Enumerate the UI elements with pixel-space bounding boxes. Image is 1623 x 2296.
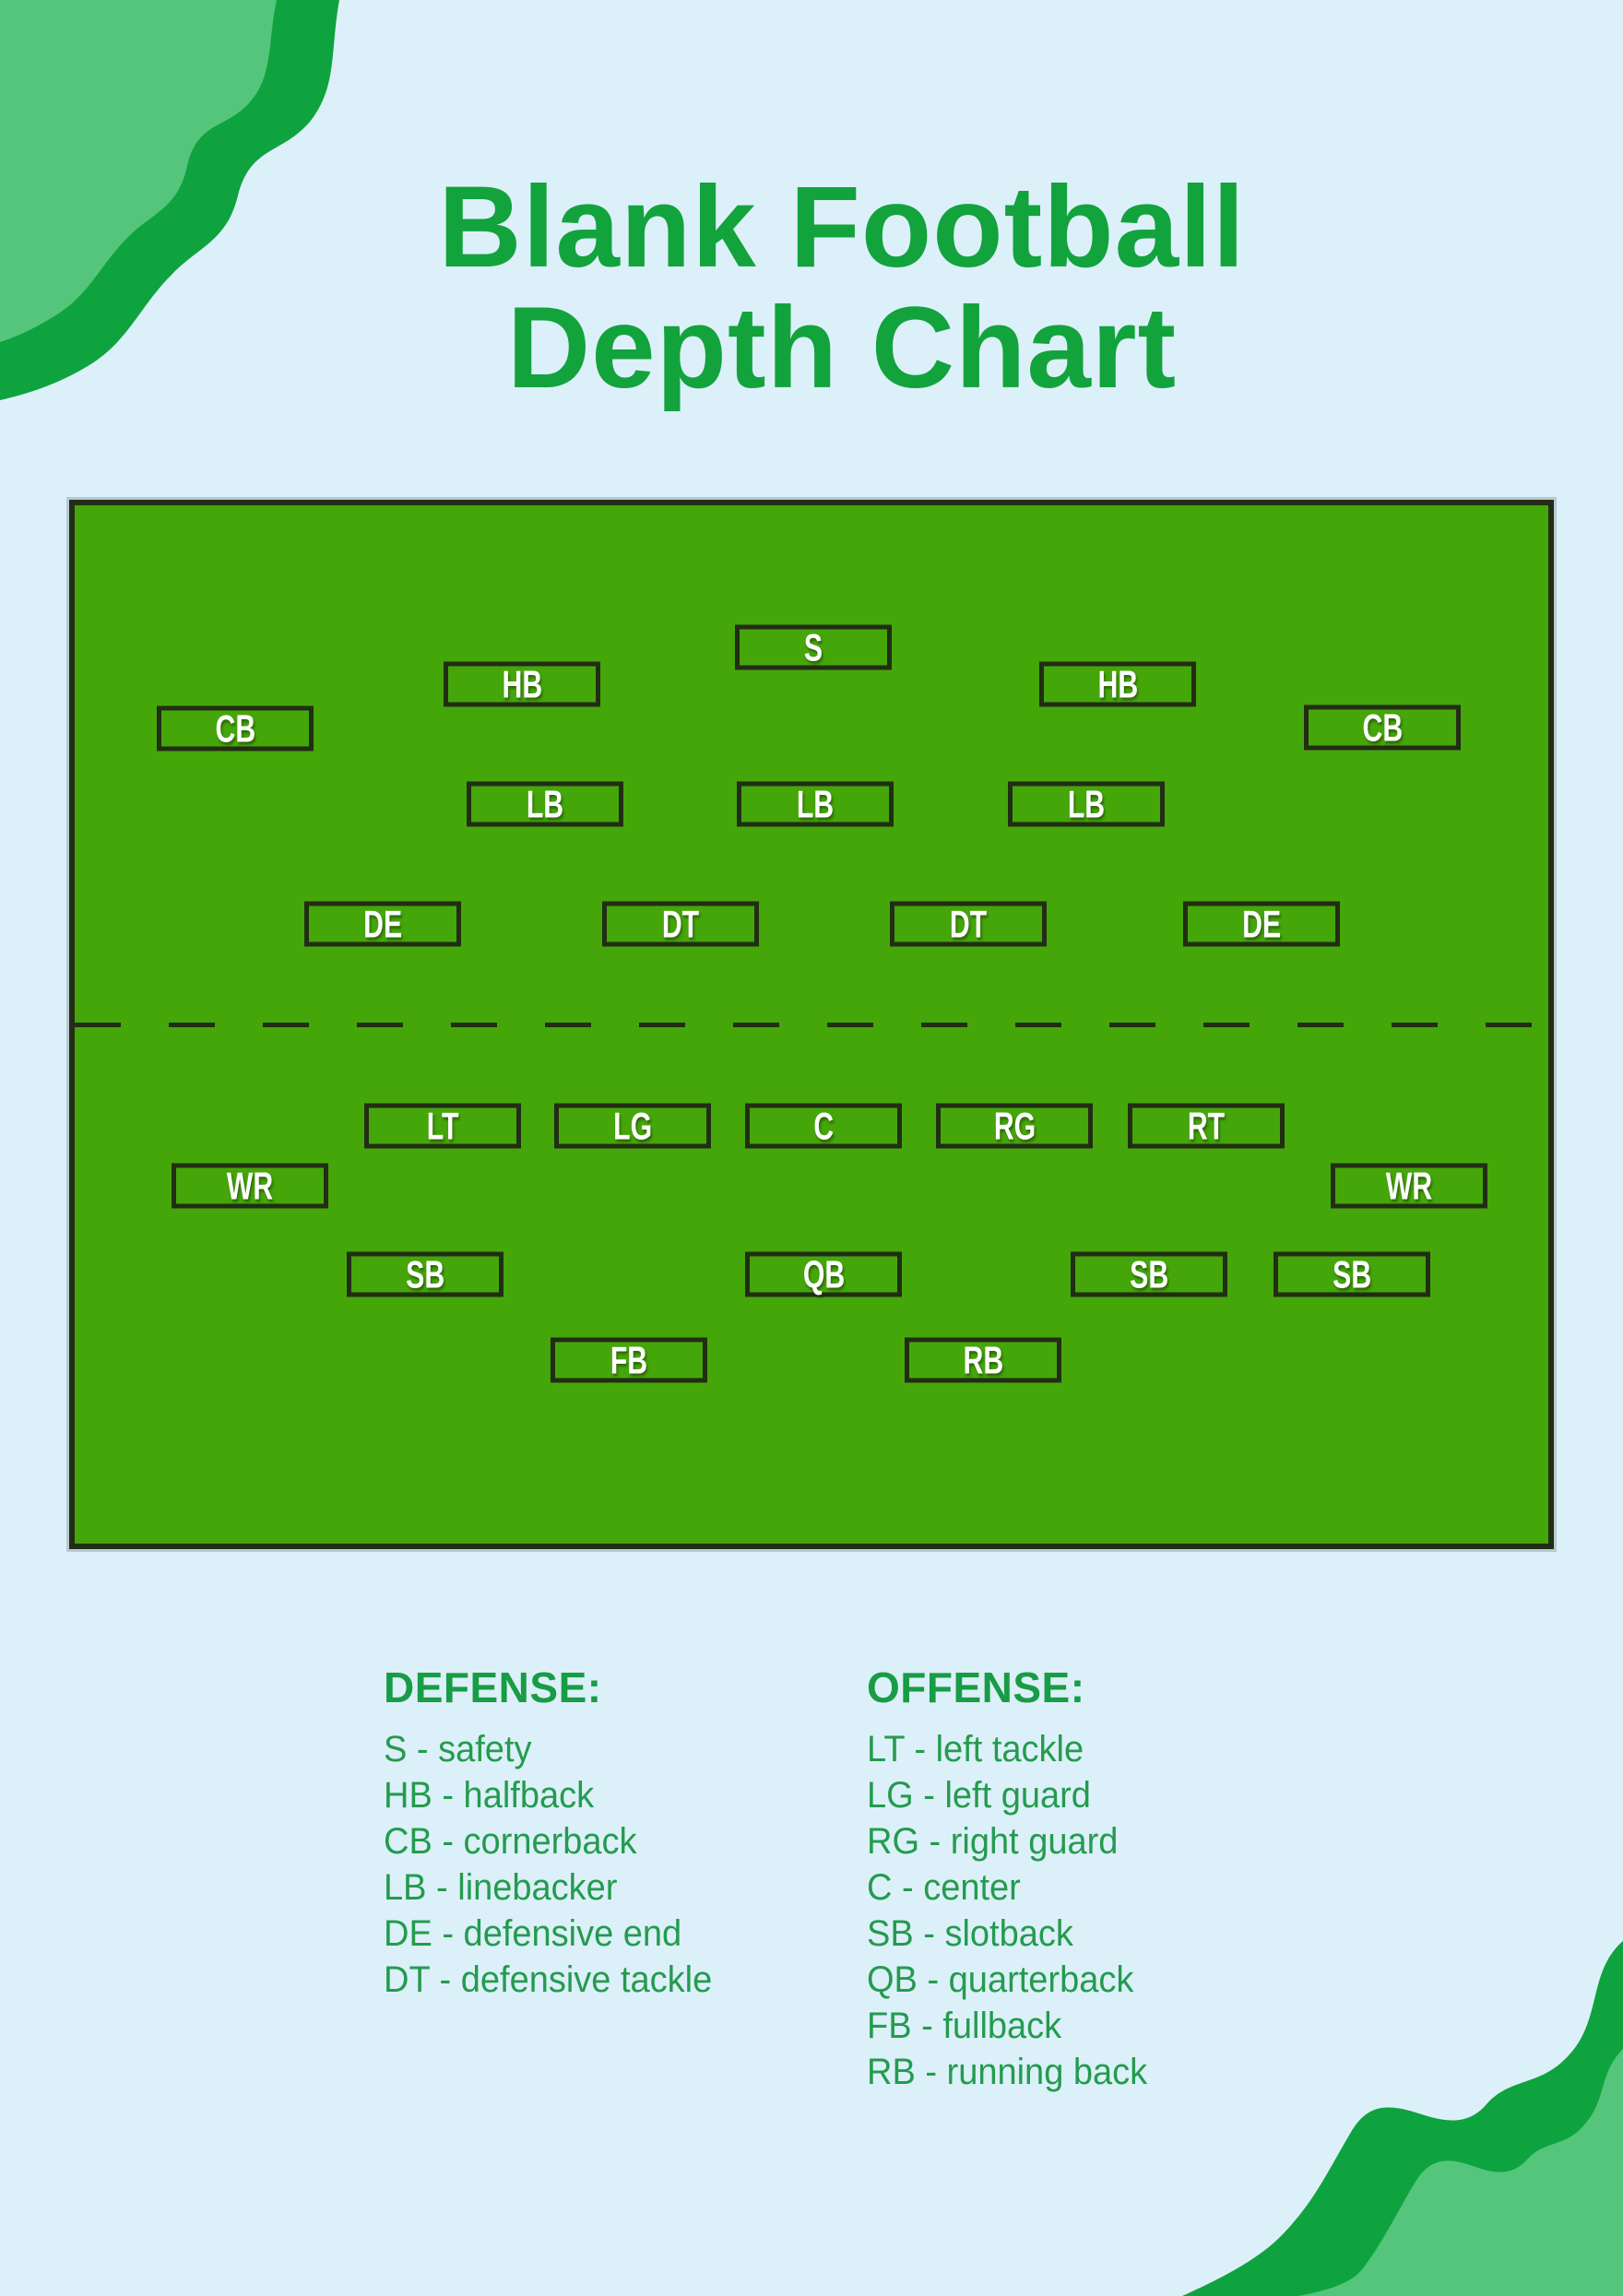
legend-item: DE - defensive end — [384, 1911, 729, 1957]
position-label: FB — [610, 1338, 648, 1381]
position-box-rt: RT — [1128, 1103, 1285, 1149]
legend-item: RB - running back — [867, 2049, 1162, 2095]
position-box-hb: HB — [444, 661, 600, 707]
position-box-qb: QB — [745, 1251, 902, 1297]
position-box-wr: WR — [172, 1163, 328, 1209]
legend-item-text: LT - left tackle — [867, 1729, 1084, 1769]
position-label: S — [803, 625, 823, 669]
position-label: QB — [802, 1252, 845, 1296]
position-box-sb: SB — [347, 1251, 503, 1297]
position-label: WR — [1385, 1164, 1433, 1207]
legend-item-text: C - center — [867, 1867, 1021, 1908]
legend-item-text: SB - slotback — [867, 1913, 1073, 1954]
legend-item: LB - linebacker — [384, 1864, 729, 1911]
page-title-line2: Depth Chart — [506, 284, 1178, 412]
position-box-lb: LB — [737, 781, 894, 827]
legend-item-text: FB - fullback — [867, 2006, 1062, 2046]
position-label: RG — [993, 1104, 1036, 1147]
legend-item-text: RG - right guard — [867, 1821, 1119, 1862]
position-label: RB — [963, 1338, 1003, 1381]
legend-item: LG - left guard — [867, 1772, 1162, 1818]
position-box-lt: LT — [364, 1103, 521, 1149]
position-box-dt: DT — [890, 901, 1047, 947]
position-label: HB — [502, 662, 542, 705]
legend-item-text: HB - halfback — [384, 1775, 595, 1816]
legend-item: CB - cornerback — [384, 1818, 729, 1864]
page-title-line1: Blank Football — [438, 163, 1246, 291]
legend-defense-list: S - safety HB - halfback CB - cornerback LB… — [384, 1726, 729, 2003]
legend-item: RG - right guard — [867, 1818, 1162, 1864]
position-label: CB — [1362, 705, 1403, 749]
position-label: CB — [215, 706, 255, 750]
position-label: LB — [796, 782, 835, 825]
position-label: SB — [1332, 1252, 1372, 1296]
position-box-cb: CB — [1304, 704, 1461, 751]
position-label: LG — [612, 1104, 652, 1147]
position-label: LT — [426, 1104, 459, 1147]
position-box-dt: DT — [602, 901, 759, 947]
legend-item: DT - defensive tackle — [384, 1957, 729, 2003]
legend-defense-column: DEFENSE: S - safety HB - halfback CB - cor… — [384, 1665, 729, 2003]
legend-item-text: DT - defensive tackle — [384, 1959, 713, 2000]
legend-item: LT - left tackle — [867, 1726, 1162, 1772]
position-label: RT — [1187, 1104, 1226, 1147]
legend-item: SB - slotback — [867, 1911, 1162, 1957]
position-label: DE — [1241, 902, 1282, 945]
legend-item: S - safety — [384, 1726, 729, 1772]
position-box-cb: CB — [157, 705, 314, 752]
position-box-lb: LB — [467, 781, 623, 827]
position-box-de: DE — [1183, 901, 1340, 947]
legend-item: C - center — [867, 1864, 1162, 1911]
position-label: HB — [1097, 662, 1138, 705]
position-label: WR — [226, 1164, 274, 1207]
position-box-s: S — [735, 624, 892, 670]
legend-item: QB - quarterback — [867, 1957, 1162, 2003]
position-box-sb: SB — [1071, 1251, 1227, 1297]
position-label: SB — [405, 1252, 445, 1296]
legend-item: HB - halfback — [384, 1772, 729, 1818]
position-box-lg: LG — [554, 1103, 711, 1149]
position-box-sb: SB — [1274, 1251, 1430, 1297]
position-label: SB — [1129, 1252, 1169, 1296]
football-field: S HB HB CB CB LB LB LB DE DT DT DE LT LG C RG RT WR WR SB QB… — [69, 500, 1554, 1549]
legend-offense-column: OFFENSE: LT - left tackle LG - left guard… — [867, 1665, 1162, 2095]
position-box-lb: LB — [1008, 781, 1165, 827]
legend-offense-heading: OFFENSE: — [867, 1663, 1085, 1711]
legend-item-text: CB - cornerback — [384, 1821, 637, 1862]
legend-offense-list: LT - left tackle LG - left guard RG - righ… — [867, 1726, 1162, 2095]
legend-item-text: LG - left guard — [867, 1775, 1091, 1816]
legend-item-text: LB - linebacker — [384, 1867, 618, 1908]
position-label: LB — [1067, 782, 1106, 825]
position-label: DT — [949, 902, 988, 945]
corner-blob-bottom-right — [1182, 1941, 1623, 2296]
legend-item-text: QB - quarterback — [867, 1959, 1134, 2000]
legend-defense-heading: DEFENSE: — [384, 1663, 602, 1711]
legend-item: FB - fullback — [867, 2003, 1162, 2049]
legend-item-text: DE - defensive end — [384, 1913, 682, 1954]
position-label: LB — [526, 782, 564, 825]
blob-light-fill — [1298, 2049, 1623, 2296]
position-box-rb: RB — [905, 1337, 1061, 1383]
blob-dark-band — [1182, 1941, 1623, 2296]
line-of-scrimmage — [75, 1023, 1548, 1027]
position-box-hb: HB — [1039, 661, 1196, 707]
position-box-fb: FB — [551, 1337, 707, 1383]
legend-item-text: RB - running back — [867, 2052, 1148, 2092]
position-label: C — [813, 1104, 834, 1147]
page-title: Blank Football Depth Chart — [0, 167, 1623, 408]
position-label: DE — [362, 902, 403, 945]
position-box-rg: RG — [936, 1103, 1093, 1149]
position-box-de: DE — [304, 901, 461, 947]
position-box-wr: WR — [1331, 1163, 1487, 1209]
position-box-c: C — [745, 1103, 902, 1149]
legend-item-text: S - safety — [384, 1729, 532, 1769]
position-label: DT — [661, 902, 700, 945]
